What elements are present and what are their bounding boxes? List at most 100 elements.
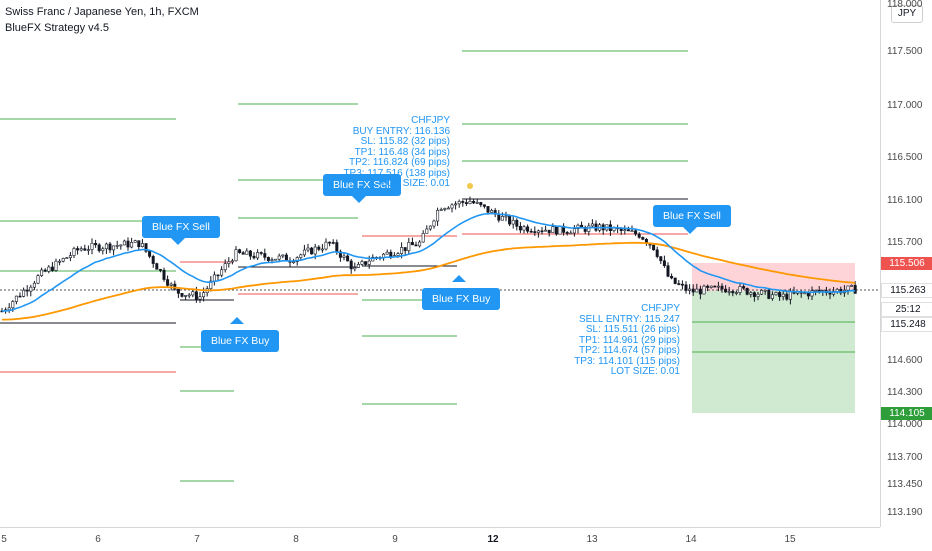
- candle-body: [619, 228, 623, 231]
- buy-info-tp2: TP2: 116.824 (69 pips): [349, 157, 450, 168]
- candle-body: [418, 241, 422, 247]
- candle-body: [349, 260, 353, 270]
- price-tick-label: 118.000: [887, 0, 923, 10]
- candle-body: [234, 249, 238, 262]
- candle-body: [180, 293, 184, 297]
- candle-body: [40, 269, 44, 276]
- candle-body: [464, 202, 468, 204]
- buy-signal-callout-1[interactable]: Blue FX Buy: [201, 330, 280, 352]
- candle-body: [727, 291, 731, 293]
- candle-body: [846, 285, 850, 291]
- time-tick-label: 8: [293, 534, 299, 545]
- candle-body: [292, 261, 296, 264]
- candle-body: [457, 201, 461, 205]
- candle-body: [191, 291, 195, 296]
- candle-body: [810, 290, 814, 297]
- candle-body: [522, 226, 526, 231]
- buy-signal-callout-2[interactable]: Blue FX Buy: [422, 288, 501, 310]
- price-tick-label: 114.000: [887, 419, 923, 430]
- candle-body: [724, 288, 728, 293]
- candle-body: [212, 274, 216, 282]
- price-marker-label: 114.105: [881, 406, 932, 420]
- candle-body: [277, 255, 281, 260]
- candle-body: [130, 242, 134, 248]
- sell-info-symbol: CHFJPY: [641, 303, 680, 314]
- candle-body: [533, 231, 537, 233]
- candle-body: [785, 293, 789, 300]
- candle-body: [774, 292, 778, 296]
- candle-body: [306, 247, 310, 251]
- sell-info-sl: SL: 115.511 (26 pips): [585, 324, 680, 335]
- sell-signal-arrow-1: [171, 238, 185, 245]
- buy-info-sl: SL: 115.82 (32 pips): [360, 136, 450, 147]
- sell-signal-arrow-2: [352, 196, 366, 203]
- candle-body: [486, 206, 490, 213]
- currency-button[interactable]: JPY: [891, 5, 923, 23]
- candle-body: [72, 248, 76, 256]
- candle-body: [324, 241, 328, 250]
- sell-signal-callout-1[interactable]: Blue FX Sell: [142, 216, 220, 238]
- candle-body: [670, 276, 674, 279]
- candle-body: [302, 249, 306, 256]
- candle-body: [108, 243, 112, 251]
- buy-info-tp1: TP1: 116.48 (34 pips): [354, 146, 450, 158]
- candle-body: [223, 263, 227, 271]
- candle-body: [652, 244, 656, 251]
- candlestick-chart[interactable]: [0, 0, 880, 527]
- candle-body: [655, 249, 659, 257]
- buy-trade-info: CHFJPY BUY ENTRY: 116.136 SL: 115.82 (32…: [330, 115, 450, 190]
- candle-body: [22, 289, 26, 297]
- time-tick-label: 6: [95, 534, 101, 545]
- time-tick-label: 12: [487, 534, 499, 545]
- candle-body: [695, 288, 699, 293]
- candle-body: [770, 294, 774, 299]
- candle-body: [526, 226, 530, 232]
- candle-body: [716, 285, 720, 288]
- buy-signal-arrow-1: [230, 317, 244, 324]
- candle-body: [630, 230, 634, 233]
- candle-body: [641, 237, 645, 240]
- price-axis[interactable]: JPY 118.000 117.500 117.000 116.500 116.100 1…: [880, 0, 932, 527]
- candle-body: [169, 283, 173, 286]
- buy-info-lot: LOT SIZE: 0.01: [380, 178, 450, 189]
- sell-signal-callout-2[interactable]: Blue FX Sell: [323, 174, 401, 196]
- candle-body: [115, 245, 119, 247]
- candle-body: [763, 289, 767, 292]
- candle-body: [853, 285, 857, 294]
- candle-body: [738, 286, 742, 293]
- candle-body: [122, 240, 126, 246]
- candle-body: [295, 257, 299, 263]
- candle-body: [468, 201, 472, 204]
- candle-body: [626, 229, 630, 232]
- candle-body: [97, 244, 101, 252]
- candle-body: [11, 301, 15, 309]
- time-axis[interactable]: 5 6 7 8 9 12 13 14 15: [0, 527, 880, 551]
- candle-body: [270, 259, 274, 261]
- candle-body: [756, 293, 760, 297]
- candle-body: [814, 290, 818, 292]
- price-tick-label: 117.000: [887, 100, 923, 111]
- candle-body: [396, 253, 400, 256]
- candle-body: [371, 256, 375, 262]
- candle-body: [43, 269, 47, 272]
- sell-signal-callout-3[interactable]: Blue FX Sell: [653, 205, 731, 227]
- candle-body: [140, 243, 144, 248]
- candle-body: [425, 228, 429, 234]
- sell-signal-arrow-3: [683, 227, 697, 234]
- sell-info-lot: LOT SIZE: 0.01: [610, 366, 680, 377]
- candle-body: [504, 215, 508, 218]
- candle-body: [400, 247, 404, 254]
- candle-body: [443, 208, 447, 210]
- candle-body: [450, 204, 454, 209]
- candle-body: [403, 247, 407, 251]
- price-marker-label: 115.248: [881, 316, 932, 332]
- buy-info-entry: BUY ENTRY: 116.136: [352, 125, 450, 137]
- chart-plot-area[interactable]: Swiss Franc / Japanese Yen, 1h, FXCM Blu…: [0, 0, 880, 527]
- candle-body: [698, 288, 702, 295]
- candle-body: [684, 284, 688, 291]
- candle-body: [29, 286, 33, 292]
- candle-body: [14, 295, 18, 302]
- candle-body: [252, 255, 256, 259]
- candle-body: [144, 243, 148, 252]
- candle-body: [18, 295, 22, 298]
